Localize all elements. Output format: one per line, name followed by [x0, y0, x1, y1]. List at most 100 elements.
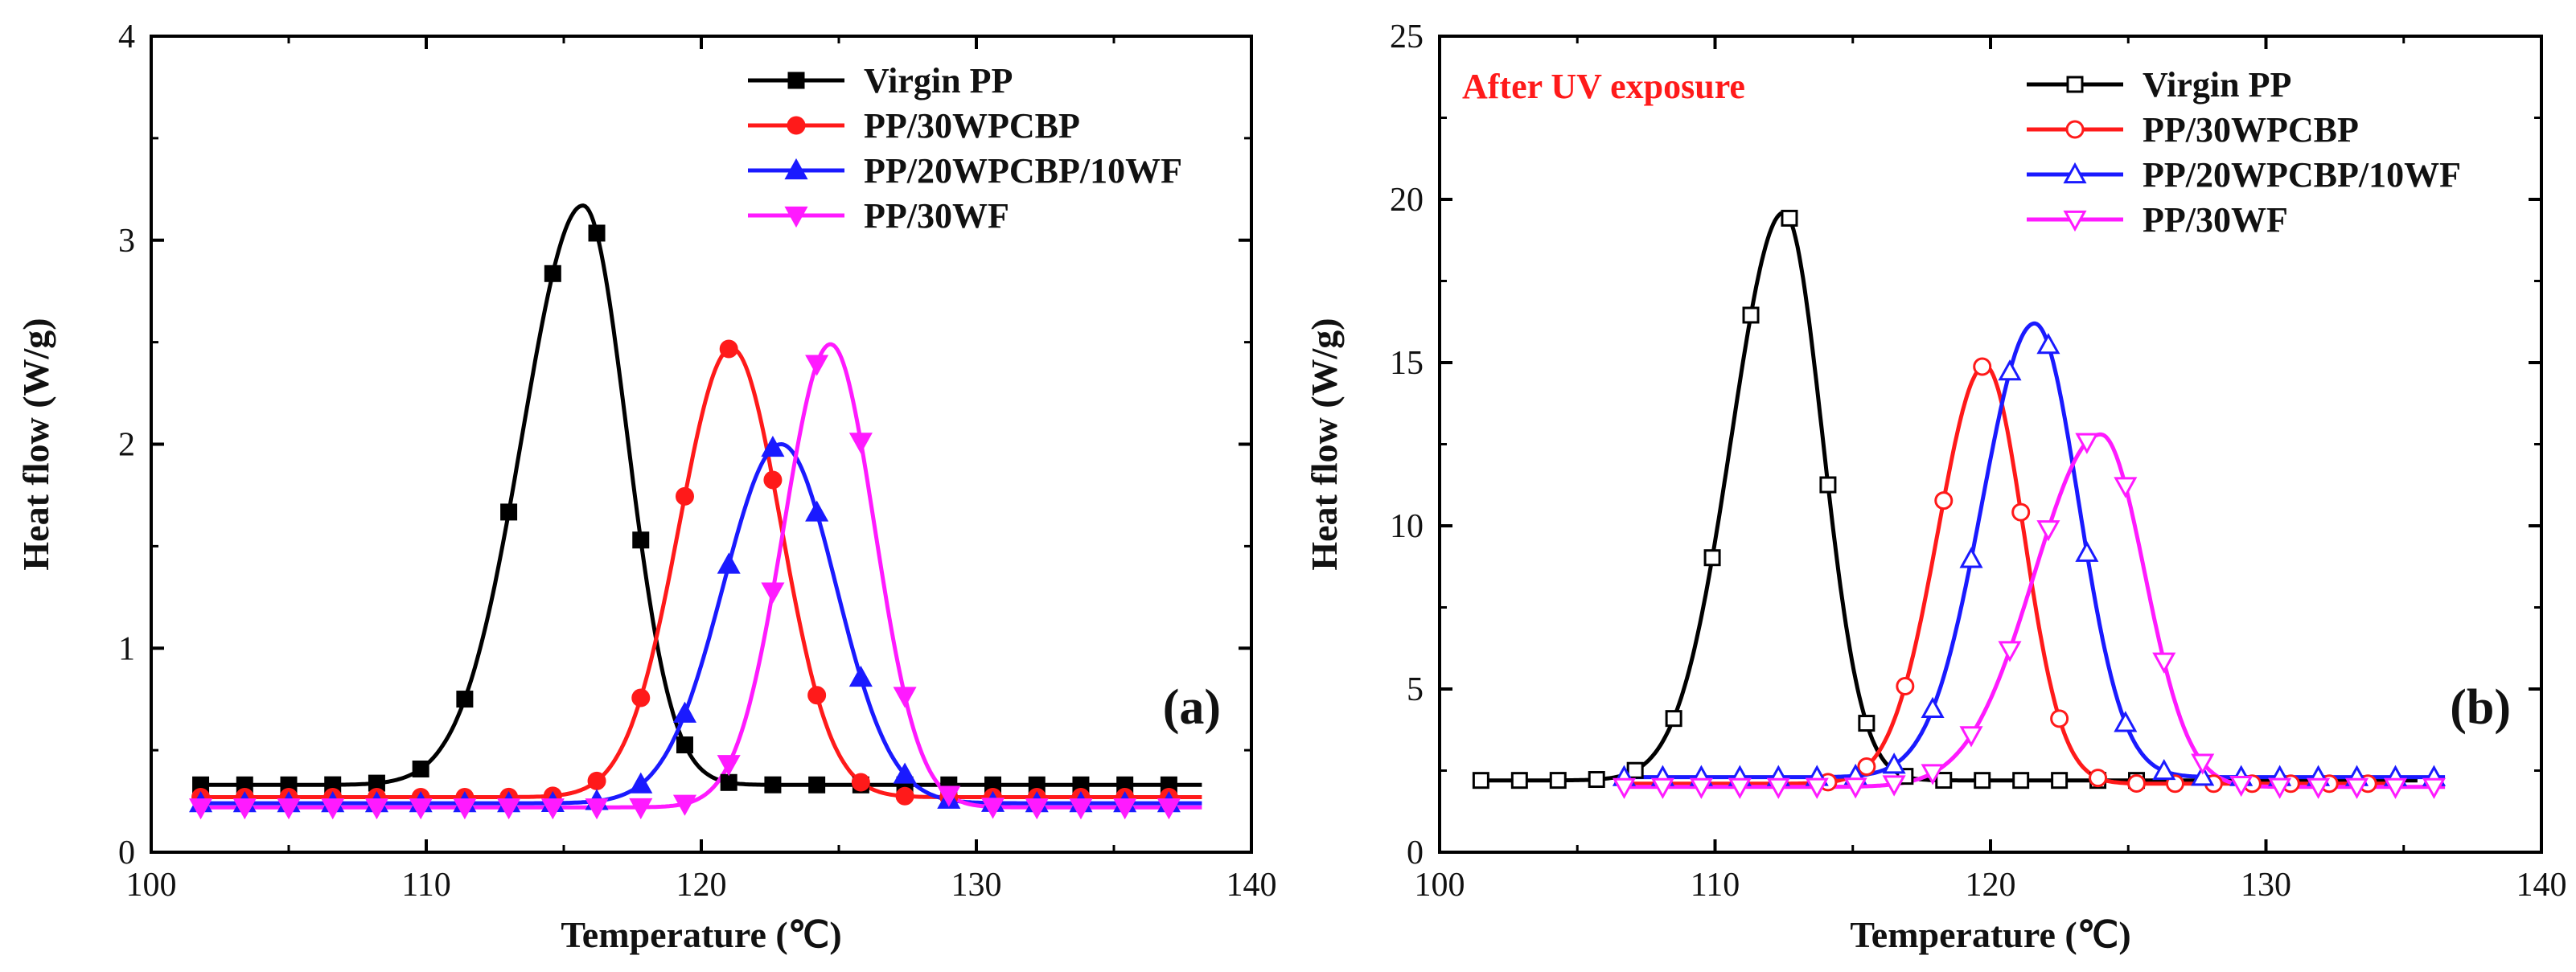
y-tick-label-b-2: 10 — [1390, 508, 1424, 545]
data-point-a-1-15 — [851, 773, 870, 792]
data-point-b-3-5 — [1805, 777, 1829, 799]
data-point-b-1-6 — [2050, 709, 2069, 728]
data-point-b-3-0 — [1612, 777, 1637, 799]
data-point-b-3-18 — [2307, 777, 2331, 799]
data-point-a-0-10 — [632, 531, 650, 549]
data-point-a-0-6 — [456, 691, 474, 708]
y-tick-label-b-5: 25 — [1390, 18, 1424, 55]
data-point-b-0-1 — [1510, 772, 1528, 789]
series-line-b-3 — [1618, 432, 2446, 789]
data-point-a-3-5 — [409, 798, 433, 820]
data-point-b-0-15 — [2051, 772, 2069, 789]
legend-marker-b-0 — [2066, 76, 2084, 93]
legend-label-a-2: PP/20WPCBP/10WF — [864, 151, 1182, 191]
legend-marker-a-2 — [784, 158, 808, 180]
data-point-a-1-9 — [587, 771, 606, 790]
data-point-b-2-10 — [1998, 359, 2022, 381]
data-point-b-2-13 — [2114, 711, 2138, 732]
data-point-b-0-14 — [2012, 772, 2030, 789]
data-point-a-3-12 — [717, 755, 741, 777]
legend-label-b-1: PP/30WPCBP — [2143, 110, 2359, 150]
data-point-a-0-9 — [588, 224, 606, 242]
x-tick-label-b-4: 140 — [2516, 867, 2567, 904]
data-point-a-3-0 — [189, 798, 213, 820]
series-line-b-2 — [1618, 321, 2446, 780]
data-point-a-3-6 — [453, 798, 477, 820]
data-point-a-3-11 — [672, 794, 697, 816]
data-point-b-1-2 — [1896, 676, 1915, 695]
data-point-a-0-11 — [676, 736, 693, 754]
legend-a: Virgin PP PP/30WPCBP PP/20WPCBP/10WF PP/30W… — [748, 61, 1182, 236]
legend-b: Virgin PP PP/30WPCBP PP/20WPCBP/10WF PP/30W… — [2027, 65, 2461, 240]
data-point-b-0-3 — [1588, 771, 1605, 789]
data-point-b-0-13 — [1974, 772, 1991, 789]
data-point-b-2-7 — [1882, 753, 1906, 774]
series-line-a-2 — [200, 442, 1202, 806]
y-tick-label-a-1: 1 — [118, 630, 135, 667]
data-point-b-0-4 — [1626, 761, 1644, 779]
data-point-a-0-5 — [412, 760, 429, 777]
data-point-b-3-4 — [1766, 777, 1790, 799]
data-point-a-1-13 — [763, 470, 783, 490]
data-point-a-3-20 — [1069, 798, 1093, 820]
data-point-b-0-8 — [1781, 209, 1798, 227]
data-point-b-3-16 — [2229, 775, 2253, 798]
legend-marker-b-2 — [2063, 162, 2087, 184]
data-point-a-2-14 — [805, 500, 829, 522]
data-point-b-1-7 — [2089, 769, 2108, 788]
data-point-a-3-14 — [805, 355, 829, 376]
series-line-a-0 — [200, 203, 1202, 787]
data-point-b-3-21 — [2422, 777, 2446, 799]
legend-marker-a-0 — [787, 72, 805, 89]
x-axis-title-b: Temperature (℃) — [1850, 914, 2130, 955]
legend-marker-a-1 — [787, 116, 806, 135]
data-point-b-3-19 — [2344, 777, 2369, 799]
panel-label-a: (a) — [1163, 680, 1221, 735]
x-tick-label-b-2: 120 — [1966, 867, 2016, 904]
data-point-b-0-2 — [1549, 772, 1567, 789]
data-point-b-2-8 — [1921, 696, 1945, 718]
data-point-a-3-7 — [497, 798, 521, 820]
data-point-a-3-21 — [1113, 798, 1137, 820]
legend-label-a-1: PP/30WPCBP — [864, 106, 1080, 146]
data-point-a-3-17 — [937, 785, 961, 807]
x-tick-label-b-1: 110 — [1691, 867, 1740, 904]
data-point-a-3-18 — [980, 798, 1005, 819]
y-tick-label-b-0: 0 — [1407, 835, 1424, 872]
data-point-b-0-7 — [1742, 306, 1760, 324]
data-point-b-0-6 — [1703, 549, 1721, 567]
data-point-a-2-10 — [629, 772, 653, 794]
data-point-b-3-10 — [1998, 641, 2022, 662]
chart-panel-b: 100 110 120 130 140 0 5 10 15 20 25 Temperature (℃)… — [1304, 18, 2567, 955]
data-point-a-1-12 — [719, 339, 738, 359]
x-axis-title-a: Temperature (℃) — [561, 914, 841, 955]
data-point-b-0-10 — [1858, 715, 1876, 732]
y-tick-label-b-1: 5 — [1407, 671, 1424, 708]
legend-label-a-0: Virgin PP — [864, 61, 1013, 100]
data-point-a-2-15 — [848, 665, 873, 687]
data-point-a-3-3 — [321, 798, 345, 820]
data-point-b-3-15 — [2191, 753, 2215, 775]
x-tick-label-a-3: 130 — [951, 867, 1002, 904]
data-point-b-0-0 — [1472, 772, 1489, 789]
data-point-a-3-2 — [277, 798, 301, 820]
data-point-b-2-9 — [1959, 547, 1983, 568]
data-point-b-1-3 — [1934, 491, 1954, 511]
y-tick-label-b-3: 15 — [1390, 345, 1424, 382]
data-point-a-3-15 — [848, 433, 873, 454]
curves-a — [189, 203, 1202, 820]
data-point-a-0-7 — [500, 503, 518, 521]
data-point-a-1-14 — [807, 686, 827, 705]
x-tick-label-b-0: 100 — [1415, 867, 1465, 904]
data-point-a-0-14 — [808, 776, 826, 794]
data-point-b-3-7 — [1882, 775, 1906, 797]
data-point-a-2-11 — [672, 701, 697, 723]
data-point-a-2-13 — [761, 435, 785, 457]
data-point-b-1-8 — [2127, 774, 2147, 794]
legend-marker-a-3 — [784, 206, 808, 228]
annotation-after-uv: After UV exposure — [1462, 67, 1745, 106]
data-point-a-3-8 — [540, 798, 565, 820]
data-point-a-1-16 — [895, 786, 914, 806]
data-point-b-1-4 — [1973, 357, 1992, 376]
